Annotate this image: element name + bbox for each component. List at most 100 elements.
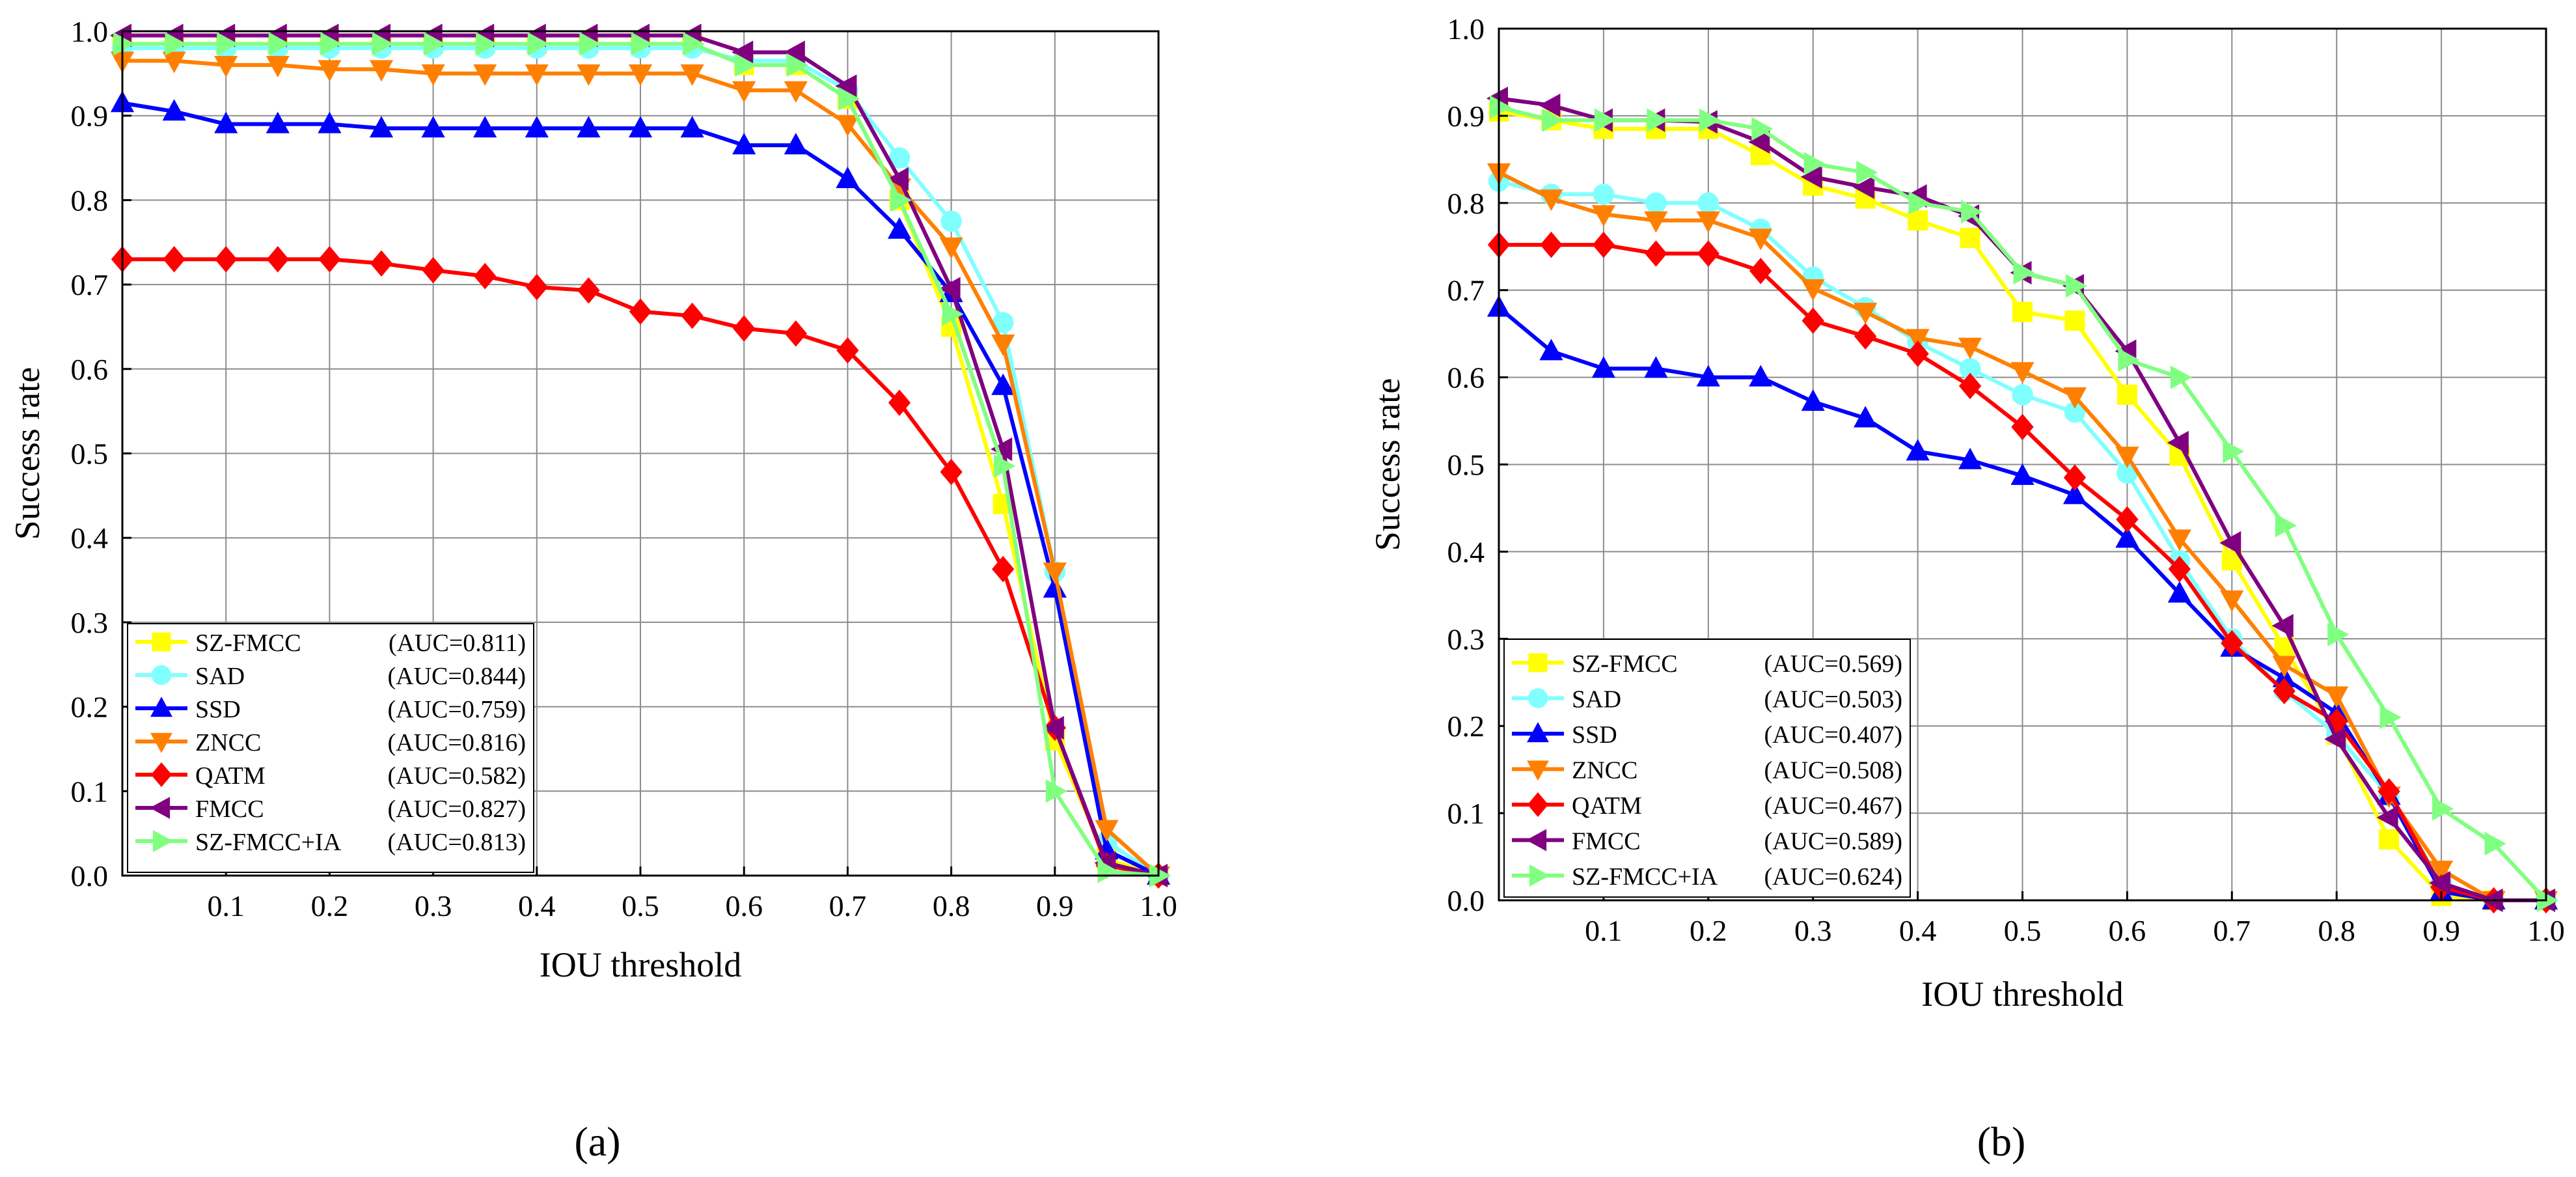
data-point [2062, 482, 2087, 505]
x-axis-label-b: IOU threshold [1921, 975, 2123, 1014]
data-point [1696, 211, 1720, 233]
series-qatm [1487, 231, 2558, 914]
legend-swatch-marker [150, 762, 172, 787]
data-point [628, 64, 653, 86]
data-point [732, 81, 756, 103]
data-point [629, 298, 652, 325]
data-point [1594, 108, 1616, 132]
x-tick-label: 0.6 [725, 889, 763, 922]
data-point [784, 133, 808, 155]
legend-item: SZ-FMCC+IA (AUC=0.813) [135, 829, 526, 856]
x-tick-label: 0.3 [415, 889, 452, 922]
y-tick-label: 0.5 [71, 437, 109, 471]
legend-box [1503, 639, 1911, 898]
y-axis-label-b: Success rate [1368, 378, 1407, 551]
legend-a: SZ-FMCC (AUC=0.811) SAD (AUC=0.844) SSD (AUC=… [127, 623, 534, 873]
series-layer-a [109, 23, 1172, 889]
y-tick-label: 0.5 [1447, 449, 1485, 482]
data-point [680, 64, 704, 86]
data-point [2429, 871, 2451, 895]
data-point [2010, 362, 2035, 384]
legend-swatch-marker [1528, 688, 1548, 708]
legend-label: QATM [1572, 792, 1642, 820]
y-tick-label: 0.0 [1447, 884, 1485, 917]
data-point [318, 245, 341, 273]
data-point [577, 277, 600, 304]
y-tick-label: 0.7 [71, 268, 109, 301]
data-point [2062, 387, 2087, 409]
x-axis-label-a: IOU threshold [540, 945, 741, 984]
data-point [991, 334, 1015, 356]
x-tick-label: 1.0 [2527, 914, 2565, 947]
data-point [421, 116, 445, 138]
data-point [2116, 506, 2139, 533]
x-tick-label: 0.4 [518, 889, 556, 922]
panel-label-b: (b) [1977, 1118, 2026, 1165]
legend-auc: (AUC=0.844) [388, 663, 526, 690]
y-tick-label: 0.1 [1447, 797, 1485, 830]
data-point [2324, 727, 2346, 751]
data-point [2376, 805, 2398, 829]
legend-item: SAD (AUC=0.844) [135, 663, 526, 690]
legend-auc: (AUC=0.582) [388, 762, 526, 790]
data-point [1751, 117, 1774, 141]
legend-item: SZ-FMCC (AUC=0.811) [135, 630, 526, 657]
chart-panel-a: 0.1 0.2 0.3 0.4 0.5 0.6 0.7 0.8 0.9 1.0 0.0 0.1 0.2… [8, 15, 1177, 1165]
data-point [1856, 160, 1878, 185]
legend-auc: (AUC=0.813) [388, 829, 526, 856]
data-point [214, 111, 238, 133]
data-point [266, 245, 289, 273]
data-point [631, 32, 653, 56]
y-tick-label: 1.0 [1447, 12, 1485, 46]
y-tick-label: 0.9 [1447, 100, 1485, 133]
data-point [2432, 797, 2454, 821]
data-point [2012, 301, 2033, 322]
data-point [784, 320, 807, 347]
legend-item: SAD (AUC=0.503) [1512, 686, 1902, 713]
x-ticks-a: 0.1 0.2 0.3 0.4 0.5 0.6 0.7 0.8 0.9 1.0 [207, 866, 1177, 922]
data-point [939, 277, 961, 301]
y-axis-label-a: Success rate [8, 367, 47, 540]
series-sz-fmcc-ia [113, 32, 1172, 888]
data-point [1095, 820, 1119, 842]
legend-label: QATM [195, 762, 266, 790]
data-point [784, 81, 808, 103]
data-point [421, 64, 445, 86]
data-point [163, 245, 185, 273]
data-point [942, 302, 964, 326]
data-point [1749, 365, 1773, 387]
data-point [1645, 240, 1667, 267]
data-point [1802, 307, 1824, 334]
legend-swatch-marker [1527, 760, 1549, 781]
data-point [1490, 95, 1512, 119]
data-point [268, 32, 290, 56]
y-tick-label: 0.6 [1447, 361, 1485, 395]
legend-auc: (AUC=0.569) [1764, 650, 1902, 678]
data-point [1906, 439, 1930, 461]
data-point [1591, 356, 1615, 378]
legend-label: SSD [195, 696, 241, 723]
x-tick-label: 0.1 [207, 889, 245, 922]
legend-item: SZ-FMCC (AUC=0.569) [1512, 650, 1902, 678]
data-point [1042, 715, 1064, 740]
data-point [2168, 555, 2191, 583]
legend-auc: (AUC=0.407) [1764, 721, 1902, 749]
data-point [838, 87, 860, 111]
data-point [473, 116, 497, 138]
data-point [474, 262, 497, 290]
data-point [162, 99, 186, 121]
x-tick-label: 0.3 [1794, 914, 1832, 947]
data-point [887, 217, 912, 239]
data-point [1906, 329, 1930, 351]
data-point [372, 32, 394, 56]
data-point [890, 188, 912, 212]
data-point [2115, 447, 2139, 469]
data-point [1540, 231, 1563, 258]
legend-item: FMCC (AUC=0.589) [1512, 828, 1902, 855]
data-point [318, 111, 342, 133]
data-point [2064, 311, 2085, 331]
data-point [2273, 678, 2295, 704]
series-sz-fmcc-ia [1490, 95, 2559, 913]
data-point [162, 51, 186, 74]
